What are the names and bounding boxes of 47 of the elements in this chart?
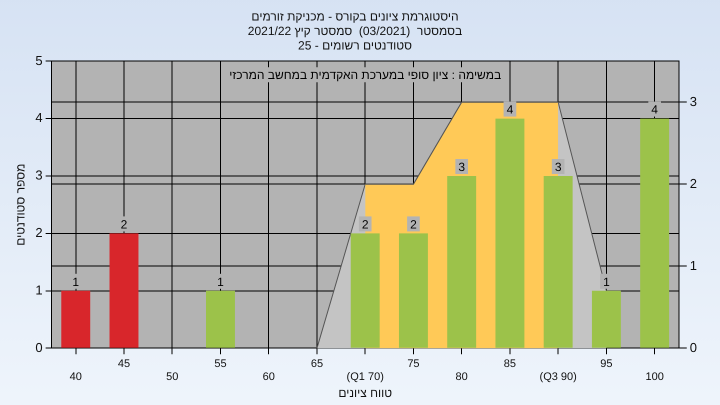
x-tick-label: 65 — [310, 358, 324, 370]
x-tick-label: (Q1 70) — [346, 371, 384, 384]
y-tick-label: 5 — [35, 52, 43, 68]
x-tick-label: 60 — [262, 371, 275, 384]
y-axis-title: מספר סטודנטים — [14, 164, 28, 246]
y-tick-label: 4 — [35, 110, 43, 126]
data-label: 3 — [458, 160, 466, 174]
x-tick-label: 45 — [118, 358, 130, 370]
y2-tick-label: 3 — [690, 94, 698, 109]
y-tick-label: 2 — [35, 224, 43, 240]
data-label: 1 — [603, 274, 610, 289]
x-tick-label: 55 — [214, 358, 227, 370]
data-label: 2 — [120, 217, 128, 232]
chart-title: היסטוגרמת ציונים בקורס - מכניקת זורמים בסמסטר (03/2021) סמסטר קיץ 2021/22 סטודנטים רשומים - 25 — [248, 10, 462, 52]
bar — [447, 176, 476, 348]
data-label: 4 — [651, 102, 658, 117]
bar — [640, 118, 670, 348]
x-tick-label: 50 — [166, 371, 178, 384]
data-label: 2 — [410, 217, 418, 232]
y-tick-label: 3 — [35, 168, 43, 183]
data-label: 1 — [72, 274, 80, 289]
bar — [61, 290, 90, 348]
annotation: במשימה : ציון סופי במערכת האקדמית במחשב המרכזי — [229, 68, 502, 82]
data-label: 4 — [506, 102, 514, 117]
x-tick-label: 100 — [645, 371, 664, 384]
y2-tick-label: 2 — [690, 176, 698, 191]
y-tick-label: 1 — [35, 282, 43, 298]
bar — [544, 176, 573, 348]
y2-tick-label: 0 — [690, 340, 698, 355]
x-tick-label: (Q3 90) — [540, 371, 577, 384]
x-tick-label: 95 — [600, 358, 613, 370]
x-tick-label: 80 — [456, 371, 468, 384]
bar — [350, 233, 380, 348]
bar — [110, 233, 138, 348]
y2-tick-label: 1 — [690, 258, 698, 273]
bar — [398, 233, 428, 348]
bar — [495, 118, 524, 348]
data-label: 3 — [554, 160, 562, 174]
data-label: 2 — [362, 217, 369, 232]
bar — [206, 290, 235, 348]
bar — [592, 290, 621, 348]
x-tick-label: 85 — [504, 358, 516, 370]
x-tick-label: 75 — [407, 358, 420, 370]
x-axis-title: טווח ציונים — [338, 386, 392, 400]
y-tick-label: 0 — [35, 340, 43, 355]
data-label: 1 — [217, 274, 224, 289]
x-tick-label: 40 — [70, 371, 82, 384]
